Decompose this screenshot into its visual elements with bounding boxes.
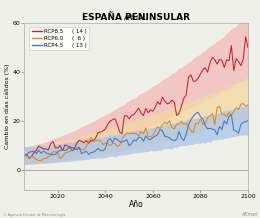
Title: ESPAÑA PENINSULAR: ESPAÑA PENINSULAR <box>82 13 190 22</box>
Text: AEmet: AEmet <box>241 212 257 217</box>
Text: © Agencia Estatal de Meteorología: © Agencia Estatal de Meteorología <box>3 213 65 217</box>
X-axis label: Año: Año <box>129 201 144 209</box>
Legend: RCP8.5     ( 14 ), RCP6.0     (  6 ), RCP4.5     ( 13 ): RCP8.5 ( 14 ), RCP6.0 ( 6 ), RCP4.5 ( 13… <box>29 27 89 50</box>
Y-axis label: Cambio en días cálidos (%): Cambio en días cálidos (%) <box>4 63 10 149</box>
Text: ANUAL: ANUAL <box>124 15 148 21</box>
